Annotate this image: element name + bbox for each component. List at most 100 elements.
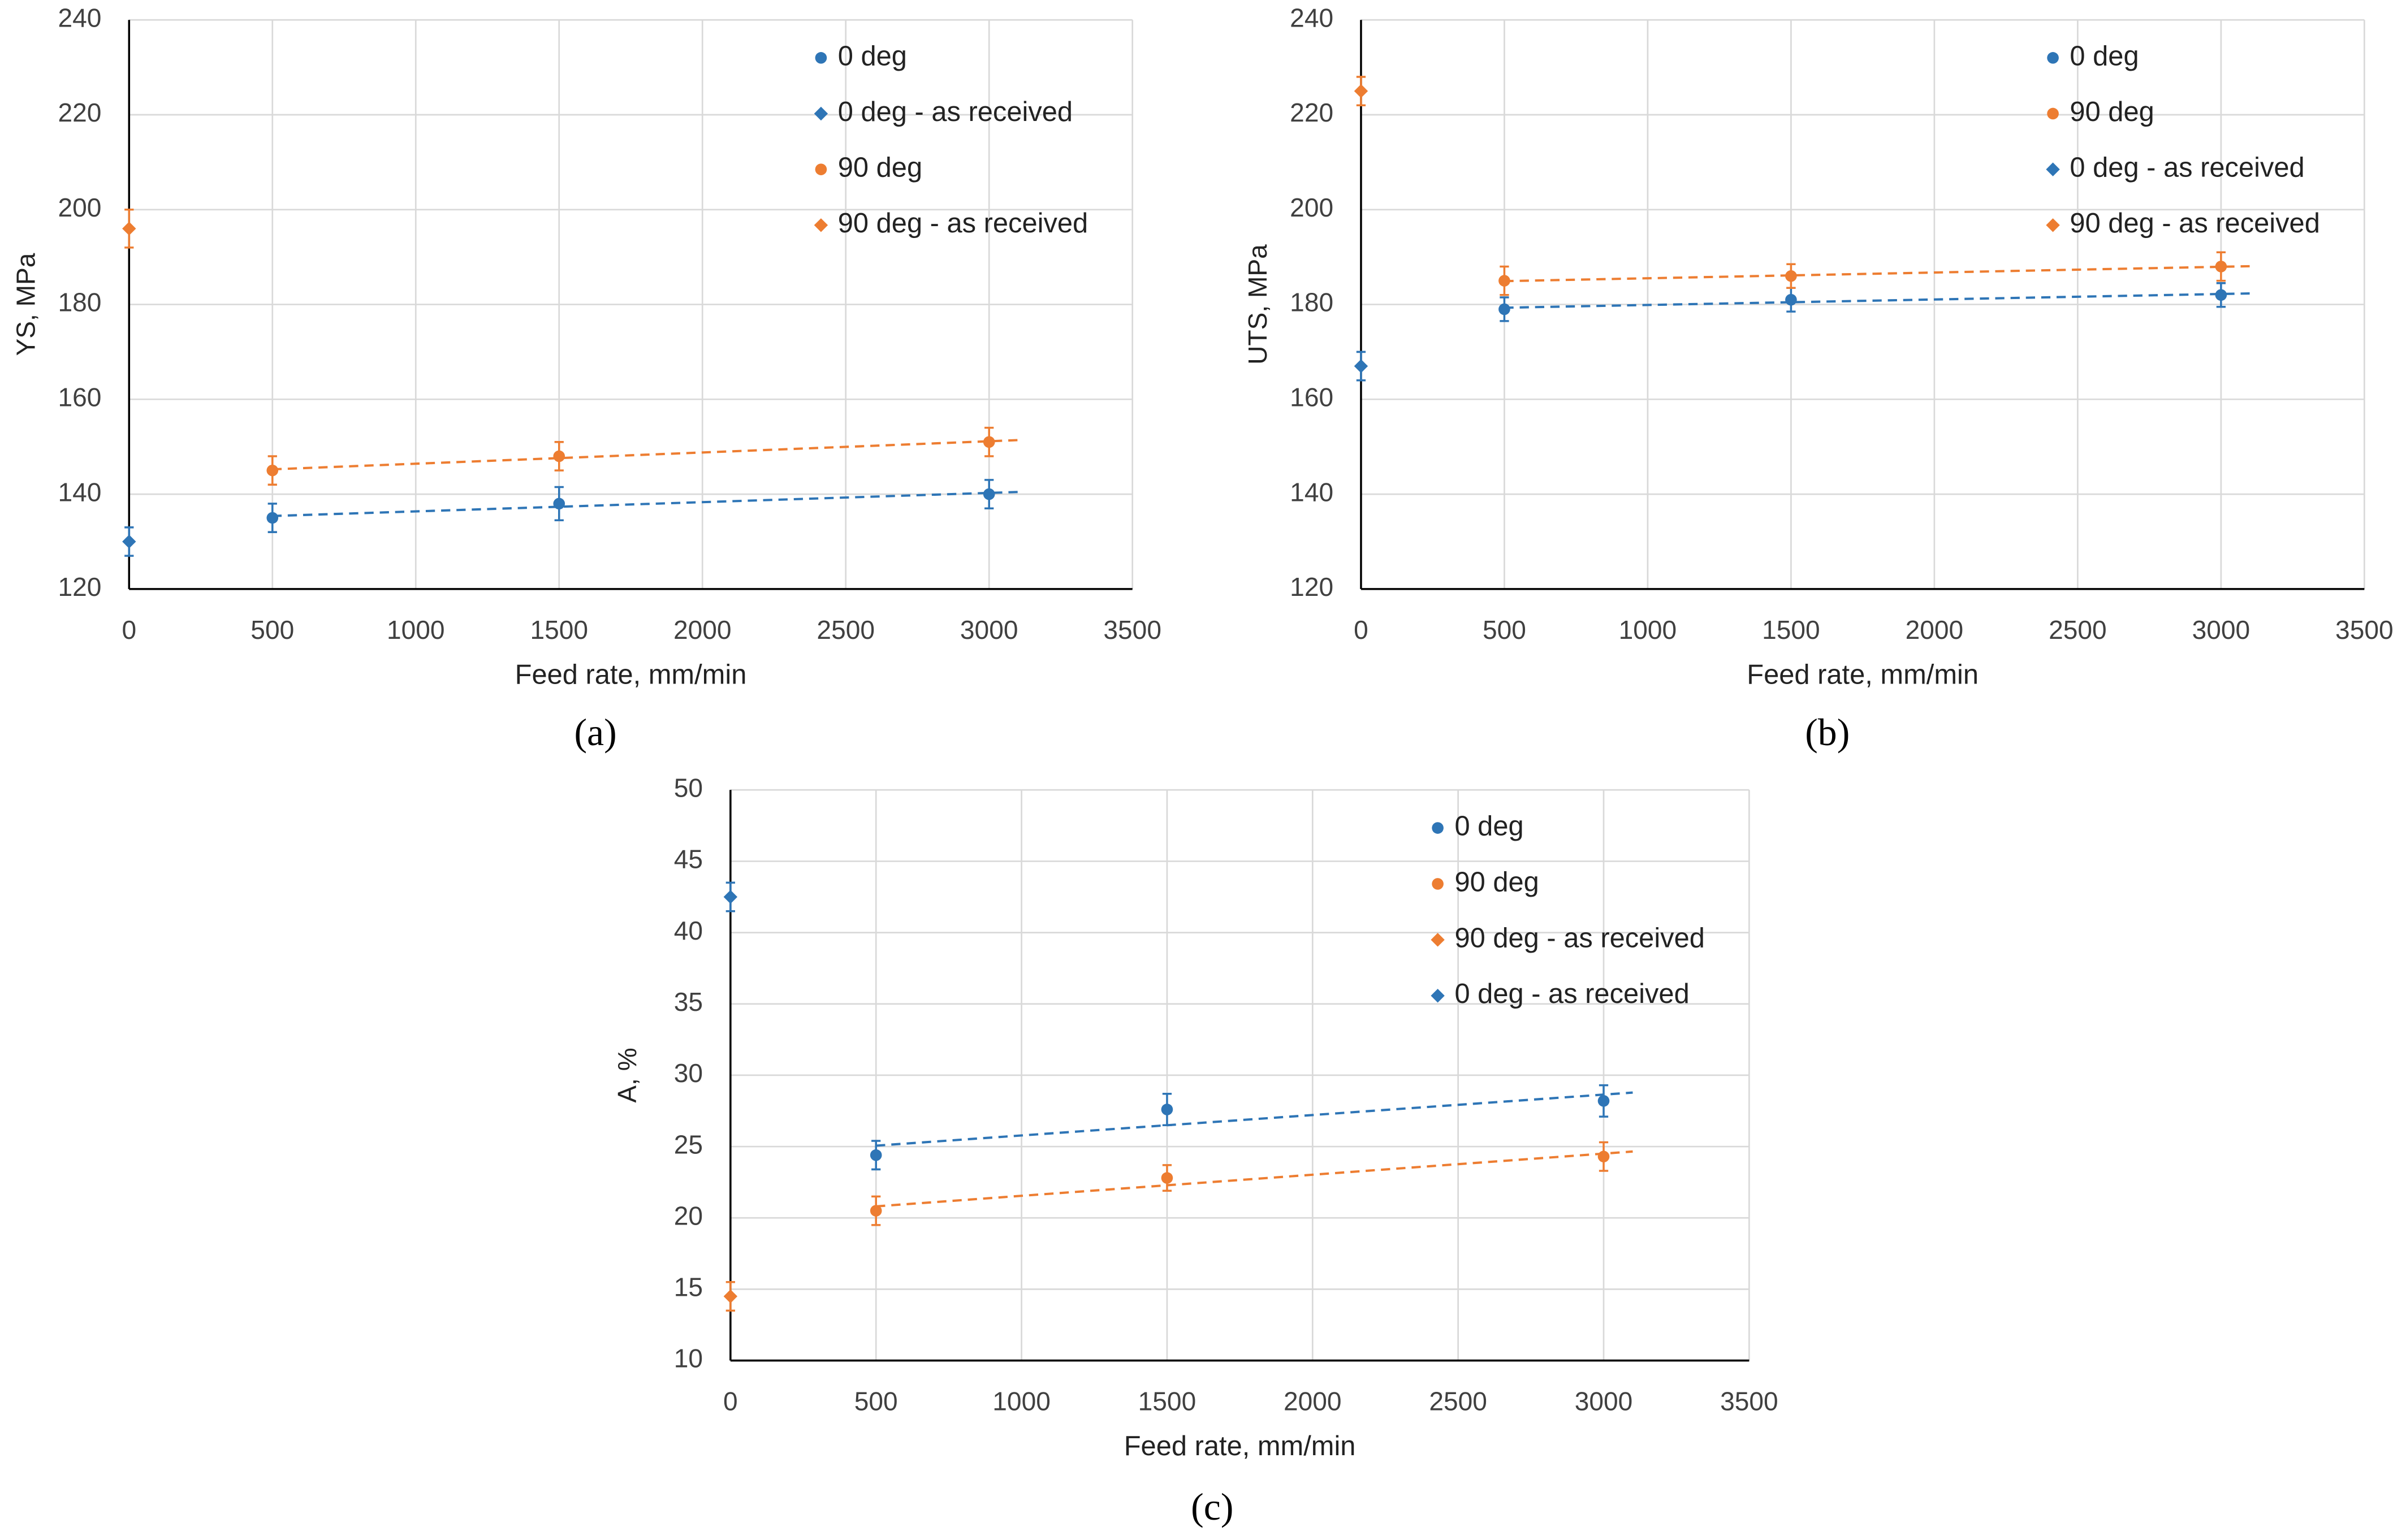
legend-label: 0 deg (838, 41, 907, 71)
marker (723, 890, 738, 904)
y-tick-label: 180 (58, 288, 102, 317)
x-tick-label: 1000 (1619, 615, 1677, 644)
legend-marker (2047, 107, 2059, 120)
marker (723, 1289, 738, 1304)
legend-label: 90 deg (1454, 867, 1539, 897)
y-tick-label: 180 (1290, 288, 1333, 317)
marker (983, 436, 995, 448)
y-axis-label: UTS, MPa (1243, 244, 1272, 365)
legend-marker (1432, 878, 1444, 890)
y-tick-label: 10 (674, 1344, 703, 1373)
x-tick-label: 2500 (817, 615, 875, 644)
marker (2215, 261, 2227, 272)
y-tick-label: 15 (674, 1273, 703, 1302)
legend-label: 90 deg (2070, 97, 2154, 127)
trend-line (876, 1150, 1633, 1208)
legend-label: 0 deg - as received (838, 97, 1073, 127)
marker (553, 498, 565, 510)
marker (1597, 1095, 1610, 1107)
y-tick-label: 220 (1290, 98, 1333, 127)
legend-label: 0 deg (1454, 811, 1523, 841)
trend-line (1504, 265, 2250, 283)
y-tick-label: 25 (674, 1130, 703, 1159)
marker (870, 1149, 882, 1161)
legend: 0 deg 90 deg 0 deg - as received 90 deg - a… (2046, 41, 2320, 239)
legend-label: 0 deg - as received (1454, 979, 1689, 1009)
legend-marker (2046, 218, 2060, 232)
marker (122, 534, 136, 549)
x-axis-label: Feed rate, mm/min (515, 659, 747, 690)
y-tick-label: 50 (674, 773, 703, 802)
legend-marker (1431, 989, 1445, 1003)
marker (1354, 84, 1368, 98)
legend-label: 90 deg - as received (838, 208, 1088, 239)
trend-line (1504, 292, 2250, 309)
y-tick-label: 120 (58, 572, 102, 602)
caption: (a) (574, 711, 616, 754)
legend-marker (2047, 52, 2059, 64)
marker (983, 488, 995, 500)
marker (1785, 293, 1797, 306)
y-tick-label: 120 (1290, 572, 1333, 602)
x-tick-label: 500 (854, 1387, 898, 1416)
chart: 120 140 160 180 200 220 240 0 500 1000 1500 2000 250… (11, 3, 1161, 753)
legend-label: 0 deg - as received (2070, 153, 2304, 183)
x-axis-label: Feed rate, mm/min (1124, 1431, 1356, 1461)
y-tick-label: 140 (1290, 477, 1333, 507)
x-tick-label: 1500 (1138, 1387, 1196, 1416)
caption: (b) (1805, 711, 1850, 754)
x-tick-label: 0 (723, 1387, 738, 1416)
marker (1161, 1172, 1173, 1184)
y-tick-label: 220 (58, 98, 102, 127)
legend-marker (815, 163, 827, 175)
legend-label: 90 deg (838, 153, 922, 183)
x-tick-label: 2000 (1906, 615, 1964, 644)
x-axis-label: Feed rate, mm/min (1747, 659, 1979, 690)
x-tick-label: 0 (1354, 615, 1368, 644)
y-tick-label: 240 (1290, 3, 1333, 32)
marker (2215, 289, 2227, 301)
x-tick-label: 1500 (1762, 615, 1820, 644)
legend-label: 90 deg - as received (2070, 208, 2319, 239)
y-tick-label: 40 (674, 916, 703, 945)
y-axis-label: A, % (612, 1048, 642, 1102)
legend-marker (814, 106, 828, 121)
legend-marker (1432, 822, 1444, 834)
legend-marker (815, 52, 827, 64)
marker (1597, 1150, 1610, 1163)
marker (266, 512, 279, 524)
legend: 0 deg 0 deg - as received 90 deg 90 deg - a… (814, 41, 1088, 239)
y-tick-label: 35 (674, 987, 703, 1016)
y-axis-label: YS, MPa (11, 253, 40, 356)
x-tick-label: 3000 (2192, 615, 2251, 644)
legend-marker (1431, 933, 1445, 947)
x-tick-label: 1000 (387, 615, 445, 644)
marker (266, 464, 279, 477)
y-tick-label: 45 (674, 845, 703, 874)
x-tick-label: 3000 (960, 615, 1018, 644)
y-tick-label: 140 (58, 477, 102, 507)
trend-line (876, 1091, 1633, 1147)
marker (1161, 1104, 1173, 1115)
x-tick-label: 2000 (673, 615, 732, 644)
marker (1354, 359, 1368, 373)
marker (553, 450, 565, 462)
x-tick-label: 2000 (1284, 1387, 1342, 1416)
x-tick-label: 3500 (1720, 1387, 1778, 1416)
y-tick-label: 200 (1290, 193, 1333, 222)
chart: 120 140 160 180 200 220 240 0 500 1000 1500 2000 250… (1243, 3, 2394, 753)
x-tick-label: 3500 (1103, 615, 1161, 644)
legend: 0 deg 90 deg 90 deg - as received 0 deg - a… (1431, 811, 1705, 1009)
x-tick-label: 3500 (2335, 615, 2394, 644)
trend-line (272, 491, 1018, 517)
legend-marker (814, 218, 828, 232)
x-tick-label: 500 (1483, 615, 1526, 644)
x-tick-label: 0 (122, 615, 136, 644)
y-tick-label: 240 (58, 3, 102, 32)
legend-marker (2046, 162, 2060, 176)
x-tick-label: 2500 (2049, 615, 2107, 644)
x-tick-label: 3000 (1575, 1387, 1633, 1416)
x-tick-label: 1000 (992, 1387, 1051, 1416)
x-tick-label: 500 (250, 615, 294, 644)
